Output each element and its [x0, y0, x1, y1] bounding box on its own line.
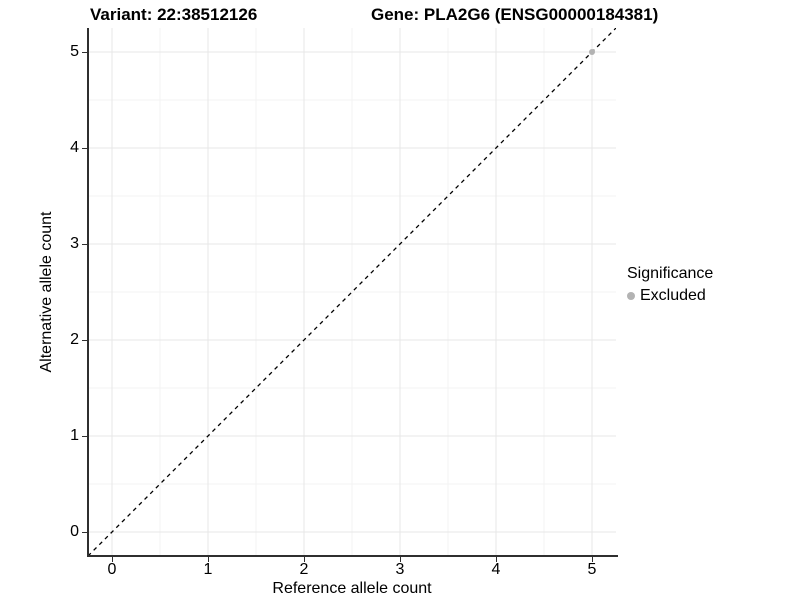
y-tick-mark	[82, 436, 87, 437]
y-tick-mark	[82, 244, 87, 245]
y-tick-label: 2	[70, 331, 79, 348]
y-tick-mark	[82, 532, 87, 533]
y-axis-line	[87, 28, 89, 557]
x-tick-label: 1	[203, 561, 213, 578]
y-tick-mark	[82, 340, 87, 341]
x-tick-mark	[112, 557, 113, 562]
x-axis-line	[87, 555, 618, 557]
x-tick-label: 5	[587, 561, 597, 578]
x-tick-mark	[496, 557, 497, 562]
x-tick-mark	[208, 557, 209, 562]
y-axis-label: Alternative allele count	[38, 211, 55, 373]
y-tick-mark	[82, 52, 87, 53]
legend: Significance Excluded	[627, 265, 713, 305]
plot-title-variant: Variant: 22:38512126	[90, 5, 258, 24]
plot-panel	[88, 28, 616, 556]
x-tick-label: 4	[491, 561, 501, 578]
x-tick-label: 0	[107, 561, 117, 578]
y-tick-label: 1	[70, 427, 79, 444]
legend-items: Excluded	[627, 287, 713, 305]
y-tick-label: 3	[70, 235, 79, 252]
x-tick-mark	[592, 557, 593, 562]
y-tick-label: 0	[70, 523, 79, 540]
plot-title-gene: Gene: PLA2G6 (ENSG00000184381)	[371, 5, 659, 24]
x-tick-label: 3	[395, 561, 405, 578]
y-tick-mark	[82, 148, 87, 149]
legend-point-icon	[627, 292, 635, 300]
y-tick-label: 5	[70, 43, 79, 60]
x-tick-label: 2	[299, 561, 309, 578]
x-axis-label: Reference allele count	[272, 580, 432, 597]
x-tick-mark	[304, 557, 305, 562]
y-tick-label: 4	[70, 139, 79, 156]
plot-canvas	[88, 28, 616, 556]
legend-title: Significance	[627, 265, 714, 282]
x-tick-mark	[400, 557, 401, 562]
legend-item: Excluded	[627, 287, 713, 305]
data-point	[589, 49, 595, 55]
legend-label: Excluded	[640, 287, 706, 304]
